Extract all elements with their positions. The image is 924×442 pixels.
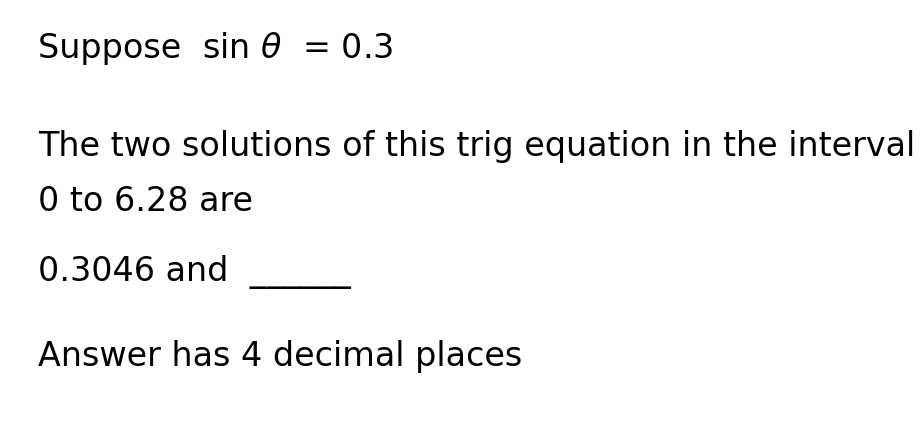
Text: Answer has 4 decimal places: Answer has 4 decimal places bbox=[38, 340, 522, 373]
Text: The two solutions of this trig equation in the interval: The two solutions of this trig equation … bbox=[38, 130, 916, 163]
Text: 0 to 6.28 are: 0 to 6.28 are bbox=[38, 185, 253, 218]
Text: Suppose: Suppose bbox=[38, 32, 202, 65]
Text: 0.3046 and  ______: 0.3046 and ______ bbox=[38, 255, 351, 289]
Text: $\sin\,\theta$  = 0.3: $\sin\,\theta$ = 0.3 bbox=[202, 32, 394, 65]
